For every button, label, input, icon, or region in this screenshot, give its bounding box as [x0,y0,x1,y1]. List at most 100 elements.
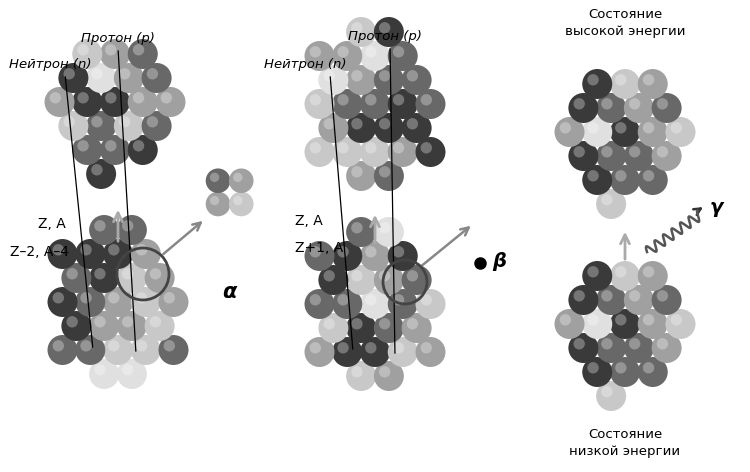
Circle shape [310,46,321,58]
Circle shape [94,220,106,231]
Circle shape [62,263,92,293]
Text: Протон (p): Протон (p) [81,32,155,45]
Circle shape [574,98,585,110]
Circle shape [596,189,626,219]
Circle shape [638,69,668,99]
Circle shape [150,268,161,279]
Circle shape [596,381,626,411]
Circle shape [318,313,348,343]
Circle shape [393,94,404,106]
Circle shape [100,39,130,69]
Circle shape [114,63,144,93]
Circle shape [582,69,612,99]
Circle shape [670,314,682,326]
Circle shape [568,141,598,171]
Circle shape [602,386,613,397]
Circle shape [351,222,363,234]
Circle shape [421,142,432,153]
Circle shape [86,63,116,93]
Circle shape [117,263,147,293]
Circle shape [158,287,188,317]
Circle shape [615,266,626,278]
Circle shape [310,342,321,354]
Circle shape [587,314,598,326]
Circle shape [421,342,432,354]
Circle shape [133,44,144,56]
Circle shape [53,292,64,303]
Circle shape [379,270,390,281]
Circle shape [158,335,188,365]
Circle shape [160,92,172,103]
Circle shape [416,137,446,167]
Circle shape [610,261,640,291]
Circle shape [117,311,147,341]
Circle shape [568,333,598,363]
Circle shape [587,362,598,373]
Circle shape [670,122,682,134]
Circle shape [360,137,390,167]
Circle shape [379,118,390,129]
Circle shape [638,261,668,291]
Text: β: β [492,252,506,271]
Circle shape [615,362,626,373]
Circle shape [624,333,654,363]
Circle shape [47,287,77,317]
Circle shape [117,215,147,245]
Circle shape [77,44,88,56]
Circle shape [379,222,390,234]
Circle shape [122,268,134,279]
Circle shape [332,137,362,167]
Circle shape [310,94,321,106]
Circle shape [360,41,390,71]
Circle shape [155,87,185,117]
Circle shape [53,340,64,352]
Circle shape [128,39,158,69]
Circle shape [610,165,640,195]
Circle shape [53,244,64,255]
Circle shape [338,342,349,354]
Circle shape [92,164,103,176]
Circle shape [393,294,404,305]
Circle shape [643,122,654,134]
Circle shape [304,337,334,367]
Circle shape [145,263,175,293]
Circle shape [75,239,105,269]
Circle shape [587,74,598,85]
Circle shape [416,89,446,119]
Circle shape [406,318,418,329]
Circle shape [374,217,404,247]
Circle shape [643,266,654,278]
Circle shape [615,74,626,85]
Circle shape [128,135,158,165]
Circle shape [310,246,321,258]
Circle shape [351,22,363,34]
Circle shape [665,117,695,147]
Circle shape [119,116,130,127]
Circle shape [338,294,349,305]
Circle shape [94,316,106,328]
Circle shape [58,111,88,141]
Circle shape [560,122,571,134]
Circle shape [596,93,626,123]
Circle shape [145,311,175,341]
Circle shape [393,342,404,354]
Circle shape [652,333,682,363]
Circle shape [164,292,175,303]
Circle shape [610,117,640,147]
Circle shape [388,89,418,119]
Circle shape [103,335,133,365]
Circle shape [304,289,334,319]
Circle shape [47,335,77,365]
Circle shape [351,166,363,177]
Circle shape [108,292,119,303]
Circle shape [393,142,404,153]
Circle shape [587,266,598,278]
Circle shape [638,165,668,195]
Circle shape [136,340,147,352]
Circle shape [72,39,102,69]
Circle shape [114,111,144,141]
Circle shape [103,239,133,269]
Circle shape [89,215,119,245]
Circle shape [147,68,158,79]
Circle shape [351,118,363,129]
